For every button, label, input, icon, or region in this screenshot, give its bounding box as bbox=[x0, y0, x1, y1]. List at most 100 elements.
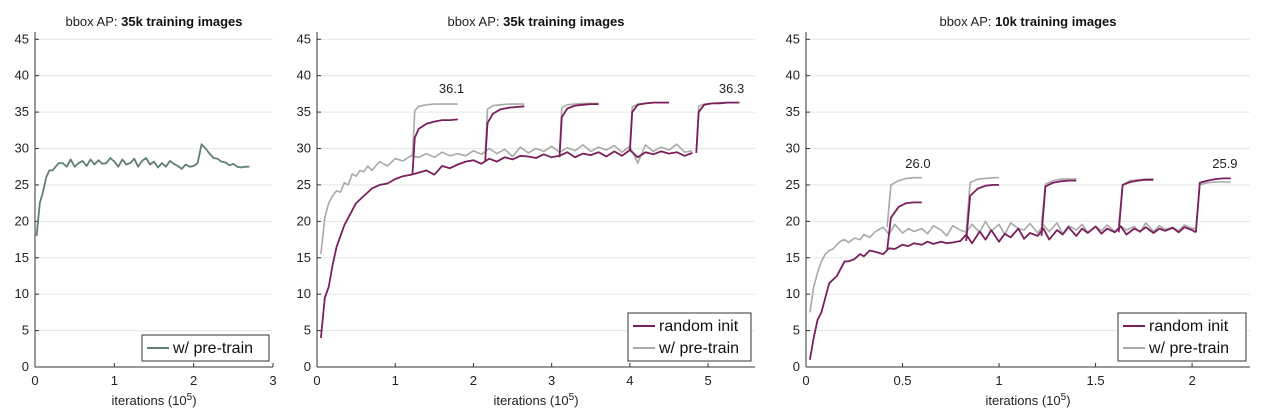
chart-title-prefix: bbox AP: bbox=[65, 14, 121, 29]
x-tick-label: 2 bbox=[190, 373, 197, 388]
series-w-pre-train bbox=[809, 176, 1231, 313]
series-line bbox=[809, 225, 1197, 360]
series-line bbox=[1117, 178, 1154, 226]
y-tick-label: 30 bbox=[786, 141, 800, 156]
y-tick-label: 35 bbox=[15, 104, 29, 119]
x-tick-label: 1 bbox=[392, 373, 399, 388]
x-tick-label: 3 bbox=[269, 373, 276, 388]
x-axis-label-suffix: ) bbox=[1066, 393, 1070, 408]
series-line bbox=[695, 101, 740, 151]
series-line bbox=[558, 103, 599, 158]
y-tick-label: 5 bbox=[304, 323, 311, 338]
series-line bbox=[629, 101, 669, 152]
x-axis-label-sup: 5 bbox=[1061, 392, 1067, 403]
x-axis-label-main: iterations (10 bbox=[111, 393, 186, 408]
series-line bbox=[965, 176, 999, 233]
chart-3: 0 5 10 15 20 25 30 35 40 45 0 0.5 1 1.5 2 bbox AP: 10k … bbox=[786, 14, 1250, 408]
chart-title-prefix: bbox AP: bbox=[939, 14, 995, 29]
x-axis-label-sup: 5 bbox=[187, 392, 193, 403]
x-tick-label: 4 bbox=[626, 373, 633, 388]
y-tick-label: 30 bbox=[15, 141, 29, 156]
series-line bbox=[886, 176, 922, 228]
x-axis-label-suffix: ) bbox=[574, 393, 578, 408]
legend-label: random init bbox=[659, 318, 739, 335]
y-tick-label: 20 bbox=[786, 213, 800, 228]
series-line bbox=[965, 183, 999, 242]
x-axis-label: iterations (105) bbox=[985, 392, 1070, 408]
series-line bbox=[320, 143, 693, 255]
y-tick-label: 20 bbox=[297, 213, 311, 228]
y-tick-label: 15 bbox=[297, 250, 311, 265]
series-line bbox=[320, 149, 693, 338]
y-tick-label: 45 bbox=[297, 31, 311, 46]
y-tick-label: 5 bbox=[22, 323, 29, 338]
y-tick-label: 0 bbox=[304, 359, 311, 374]
x-tick-label: 5 bbox=[704, 373, 711, 388]
y-tick-label: 30 bbox=[297, 141, 311, 156]
legend-label: w/ pre-train bbox=[1148, 340, 1229, 357]
series-line bbox=[809, 220, 1196, 313]
series-random-init bbox=[809, 177, 1231, 360]
x-tick-label: 1 bbox=[111, 373, 118, 388]
y-tick-label: 10 bbox=[786, 286, 800, 301]
y-tick-label: 10 bbox=[15, 286, 29, 301]
y-tick-label: 25 bbox=[297, 177, 311, 192]
x-tick-label: 3 bbox=[548, 373, 555, 388]
y-tick-label: 0 bbox=[22, 359, 29, 374]
y-tick-label: 5 bbox=[793, 323, 800, 338]
chart-1: 0 5 10 15 20 25 30 35 40 45 0 1 2 3 bbox AP: 35k train… bbox=[15, 14, 277, 408]
x-tick-label: 0 bbox=[313, 373, 320, 388]
x-axis-label-main: iterations (10 bbox=[493, 393, 568, 408]
x-tick-label: 2 bbox=[1188, 373, 1195, 388]
x-tick-label: 0 bbox=[31, 373, 38, 388]
chart-title-bold: 35k training images bbox=[121, 14, 242, 29]
y-tick-label: 40 bbox=[15, 68, 29, 83]
x-tick-label: 2 bbox=[470, 373, 477, 388]
series-line bbox=[484, 103, 525, 155]
y-tick-label: 25 bbox=[786, 177, 800, 192]
data-label: 26.0 bbox=[905, 156, 930, 171]
x-tick-label: 0.5 bbox=[893, 373, 911, 388]
legend-label: w/ pre-train bbox=[172, 340, 253, 357]
series-line bbox=[484, 105, 525, 162]
chart-title-bold: 35k training images bbox=[503, 14, 624, 29]
y-tick-label: 40 bbox=[786, 68, 800, 83]
x-tick-label: 0 bbox=[802, 373, 809, 388]
data-label: 36.1 bbox=[439, 81, 464, 96]
y-tick-label: 35 bbox=[786, 104, 800, 119]
legend-label: random init bbox=[1149, 318, 1229, 335]
series-line bbox=[1117, 178, 1154, 233]
x-tick-label: 1 bbox=[995, 373, 1002, 388]
series-w-pre-train bbox=[320, 101, 740, 255]
series-line bbox=[886, 201, 922, 251]
y-tick-label: 25 bbox=[15, 177, 29, 192]
series-line bbox=[629, 101, 669, 147]
data-label: 36.3 bbox=[719, 81, 744, 96]
chart-title: bbox AP: 35k training images bbox=[447, 14, 624, 29]
legend: random init w/ pre-train bbox=[1117, 312, 1247, 362]
y-tick-label: 15 bbox=[786, 250, 800, 265]
chart-title-bold: 10k training images bbox=[995, 14, 1116, 29]
legend-box bbox=[627, 312, 752, 362]
chart-title: bbox AP: 35k training images bbox=[65, 14, 242, 29]
series-line bbox=[1040, 179, 1077, 236]
legend: w/ pre-train bbox=[141, 334, 270, 362]
y-tick-label: 45 bbox=[15, 31, 29, 46]
series-line bbox=[695, 101, 740, 153]
legend-box bbox=[1117, 312, 1247, 362]
y-tick-label: 15 bbox=[15, 250, 29, 265]
chart-title-prefix: bbox AP: bbox=[447, 14, 503, 29]
series-line bbox=[411, 103, 458, 156]
y-tick-label: 40 bbox=[297, 68, 311, 83]
series-line bbox=[35, 143, 250, 236]
chart-title: bbox AP: 10k training images bbox=[939, 14, 1116, 29]
y-tick-label: 45 bbox=[786, 31, 800, 46]
series-line bbox=[411, 118, 458, 175]
data-label: 25.9 bbox=[1212, 156, 1237, 171]
x-axis-label-suffix: ) bbox=[192, 393, 196, 408]
series-w-pre-train bbox=[35, 143, 250, 236]
x-axis-label-main: iterations (10 bbox=[985, 393, 1060, 408]
legend: random init w/ pre-train bbox=[627, 312, 752, 362]
x-axis-label: iterations (105) bbox=[493, 392, 578, 408]
